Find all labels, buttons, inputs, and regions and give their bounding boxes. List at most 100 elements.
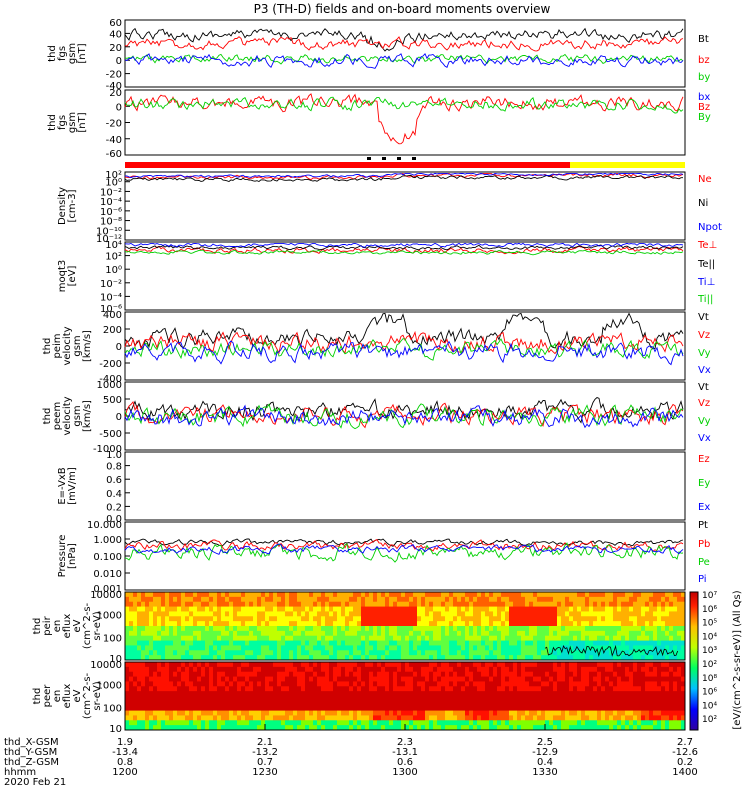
heat-cell [221,691,226,697]
heat-cell [545,662,550,668]
heat-cell [333,666,338,673]
heat-cell [433,666,438,673]
heat-cell [341,691,346,697]
heat-cell [565,676,570,682]
heat-cell [609,700,614,707]
heat-cell [205,720,210,726]
heat-cell [501,640,506,646]
heat-cell [257,606,262,612]
heat-cell [369,630,374,637]
heat-cell [241,671,246,678]
heat-cell [253,710,258,716]
heat-cell [381,671,386,678]
heat-cell [465,700,470,707]
heat-cell [329,640,334,646]
heat-cell [369,666,374,673]
heat-cell [429,635,434,642]
heat-cell [201,676,206,682]
heat-cell [521,601,526,608]
heat-cell [233,725,238,731]
heat-cell [609,606,614,612]
heat-cell [429,705,434,712]
heat-cell [553,666,558,673]
heat-cell [277,650,282,656]
heat-cell [485,616,490,622]
heat-cell [245,626,250,632]
heat-cell [541,621,546,627]
heat-cell [649,592,654,598]
heat-cell [621,630,626,637]
heat-cell [677,655,682,661]
heat-cell [517,671,522,678]
heat-cell [345,621,350,627]
heat-cell [289,710,294,716]
heat-cell [285,611,290,617]
heat-cell [373,686,378,692]
heat-cell [141,715,146,721]
heat-cell [377,691,382,697]
heat-cell [249,700,254,707]
heat-cell [569,662,574,668]
heat-cell [333,626,338,632]
heat-cell [189,616,194,622]
heat-cell [165,640,170,646]
heat-cell [409,655,414,661]
heat-cell [197,681,202,687]
heat-cell [573,616,578,622]
heat-cell [237,662,242,668]
heat-cell [165,676,170,682]
heat-cell [477,630,482,637]
heat-cell [465,705,470,712]
heat-cell [417,650,422,656]
heat-cell [361,720,366,726]
heat-cell [169,626,174,632]
heat-cell [277,601,282,608]
heat-cell [353,596,358,603]
heat-cell [589,720,594,726]
heat-cell [253,592,258,598]
heat-cell [649,662,654,668]
heat-cell [161,626,166,632]
heat-cell [609,720,614,726]
heat-cell [157,616,162,622]
heat-cell [501,725,506,731]
heat-cell [353,635,358,642]
heat-cell [441,630,446,637]
heat-cell [405,676,410,682]
heat-cell [349,681,354,687]
heat-cell [633,606,638,612]
heat-cell [281,601,286,608]
heat-cell [353,691,358,697]
heat-cell [329,650,334,656]
heat-cell [665,655,670,661]
heat-cell [541,720,546,726]
heat-cell [133,705,138,712]
heat-cell [485,700,490,707]
heat-cell [381,592,386,598]
heat-cell [357,626,362,632]
heat-cell [417,691,422,697]
heat-cell [497,700,502,707]
heat-cell [133,616,138,622]
heat-cell [237,601,242,608]
heat-cell [153,710,158,716]
heat-cell [357,616,362,622]
heat-cell [529,616,534,622]
heat-cell [661,666,666,673]
heat-cell [229,635,234,642]
heat-cell [213,666,218,673]
heat-cell [237,705,242,712]
heat-cell [169,681,174,687]
heat-cell [505,635,510,642]
heat-cell [213,725,218,731]
heat-cell [449,662,454,668]
heat-cell [517,606,522,612]
heat-cell [141,630,146,637]
heat-cell [317,710,322,716]
heat-cell [369,725,374,731]
heat-cell [145,616,150,622]
heat-cell [329,681,334,687]
heat-cell [297,671,302,678]
heat-cell [665,592,670,598]
heat-cell [181,640,186,646]
